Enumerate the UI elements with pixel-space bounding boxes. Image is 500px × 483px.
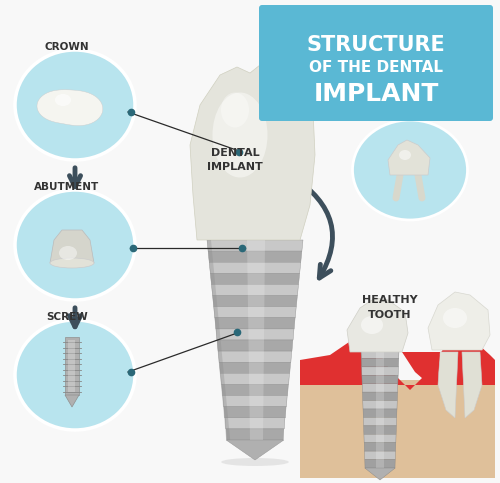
- Polygon shape: [220, 373, 290, 384]
- Polygon shape: [217, 340, 293, 351]
- Text: ABUTMENT: ABUTMENT: [34, 182, 100, 192]
- Polygon shape: [223, 396, 287, 407]
- Polygon shape: [362, 367, 399, 375]
- Polygon shape: [224, 407, 286, 418]
- Polygon shape: [225, 418, 285, 429]
- Polygon shape: [65, 395, 79, 407]
- Polygon shape: [347, 298, 408, 352]
- Ellipse shape: [443, 308, 467, 328]
- Polygon shape: [210, 273, 300, 284]
- Text: DENTAL: DENTAL: [210, 148, 260, 158]
- Ellipse shape: [15, 320, 135, 430]
- Text: STRUCTURE: STRUCTURE: [306, 35, 446, 55]
- Polygon shape: [402, 352, 440, 385]
- Polygon shape: [428, 292, 490, 350]
- Bar: [300, 380, 495, 478]
- Polygon shape: [215, 318, 295, 329]
- Polygon shape: [208, 251, 302, 262]
- Ellipse shape: [15, 50, 135, 160]
- Polygon shape: [438, 352, 458, 418]
- Polygon shape: [364, 451, 396, 459]
- Polygon shape: [365, 459, 395, 468]
- Text: HEALTHY: HEALTHY: [362, 295, 418, 305]
- Polygon shape: [190, 65, 315, 240]
- Ellipse shape: [361, 316, 383, 334]
- Polygon shape: [216, 329, 294, 340]
- Polygon shape: [363, 409, 397, 417]
- Polygon shape: [37, 90, 103, 126]
- Polygon shape: [364, 426, 396, 434]
- Polygon shape: [364, 417, 396, 426]
- Polygon shape: [212, 284, 298, 296]
- Polygon shape: [207, 240, 230, 440]
- Polygon shape: [247, 240, 265, 440]
- Ellipse shape: [221, 93, 249, 128]
- Bar: [376, 350, 384, 468]
- FancyBboxPatch shape: [259, 5, 493, 121]
- Polygon shape: [362, 392, 398, 400]
- Ellipse shape: [50, 258, 94, 268]
- Bar: [65, 337, 79, 395]
- Ellipse shape: [212, 93, 268, 177]
- Ellipse shape: [55, 94, 71, 106]
- Polygon shape: [50, 230, 94, 263]
- Polygon shape: [210, 262, 300, 273]
- Polygon shape: [226, 440, 284, 460]
- Ellipse shape: [221, 458, 289, 466]
- Ellipse shape: [399, 150, 411, 160]
- Polygon shape: [300, 335, 495, 390]
- Polygon shape: [361, 350, 399, 358]
- Text: TOOTH: TOOTH: [368, 310, 412, 320]
- Ellipse shape: [352, 120, 468, 220]
- Polygon shape: [362, 375, 398, 384]
- Bar: [68, 340, 75, 392]
- Ellipse shape: [59, 246, 77, 260]
- Polygon shape: [214, 307, 296, 318]
- Text: CROWN: CROWN: [44, 42, 90, 52]
- Polygon shape: [362, 358, 399, 367]
- Polygon shape: [364, 443, 396, 451]
- Polygon shape: [388, 140, 430, 175]
- Text: IMPLANT: IMPLANT: [314, 82, 438, 106]
- Polygon shape: [222, 384, 288, 396]
- Polygon shape: [226, 429, 284, 440]
- Text: IMPLANT: IMPLANT: [207, 162, 263, 172]
- Polygon shape: [218, 351, 292, 362]
- Polygon shape: [365, 468, 395, 480]
- Polygon shape: [207, 240, 303, 251]
- Polygon shape: [462, 352, 482, 418]
- Polygon shape: [364, 434, 396, 443]
- Polygon shape: [220, 362, 290, 373]
- Text: OF THE DENTAL: OF THE DENTAL: [309, 60, 443, 75]
- Ellipse shape: [15, 190, 135, 300]
- Polygon shape: [362, 384, 398, 392]
- Text: SCREW: SCREW: [46, 312, 88, 322]
- Polygon shape: [363, 400, 397, 409]
- Polygon shape: [212, 296, 298, 307]
